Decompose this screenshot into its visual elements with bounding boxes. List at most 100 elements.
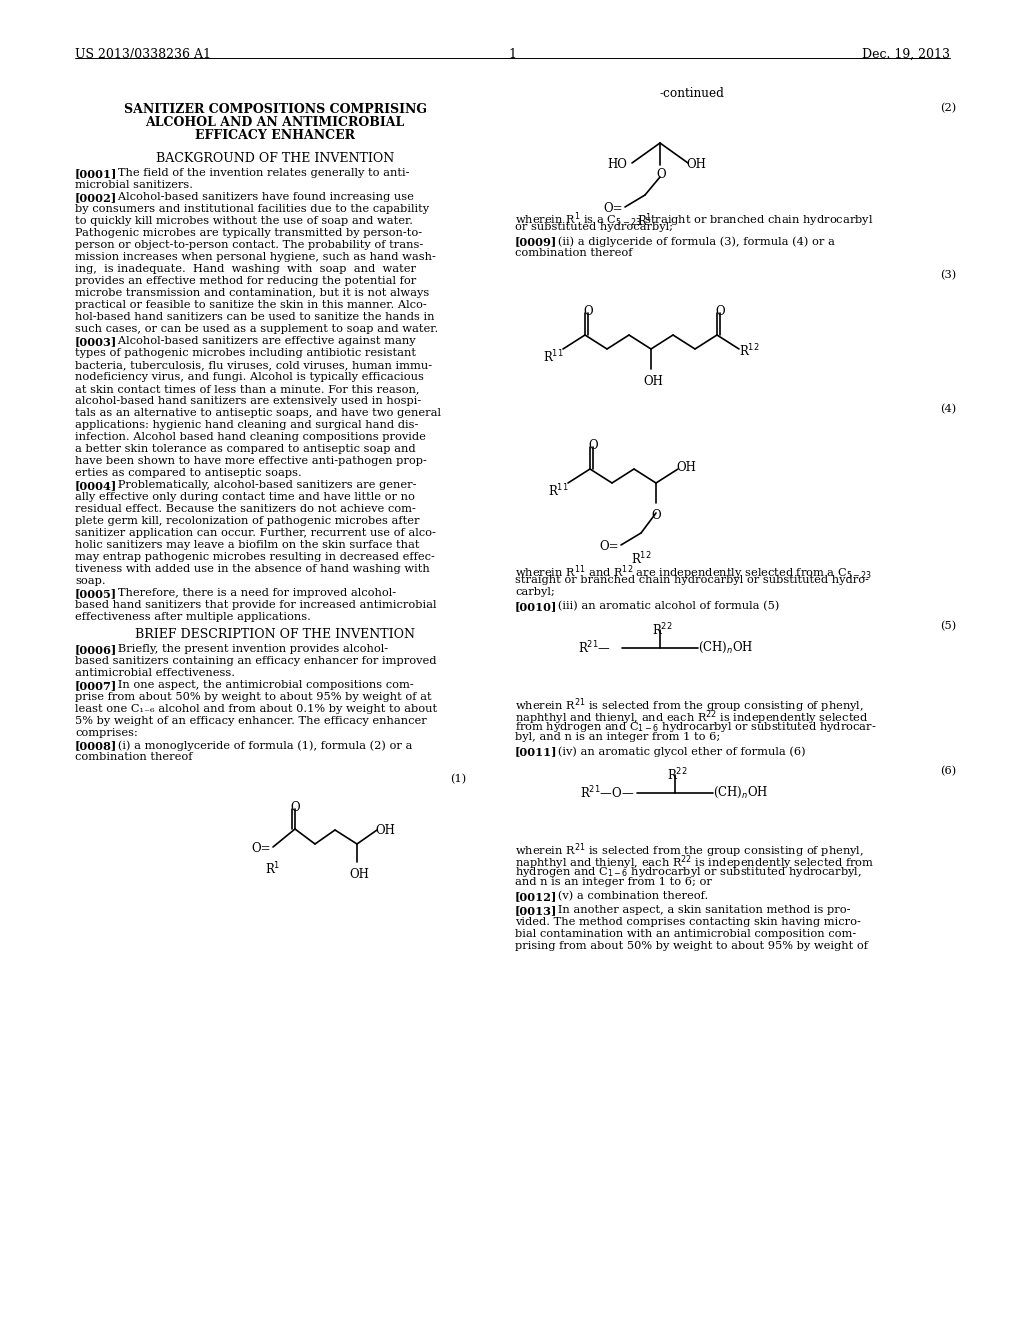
Text: Pathogenic microbes are typically transmitted by person-to-: Pathogenic microbes are typically transm… — [75, 228, 422, 238]
Text: [0001]: [0001] — [75, 168, 118, 180]
Text: or substituted hydrocarbyl;: or substituted hydrocarbyl; — [515, 222, 673, 232]
Text: (ii) a diglyceride of formula (3), formula (4) or a: (ii) a diglyceride of formula (3), formu… — [547, 236, 835, 247]
Text: sanitizer application can occur. Further, recurrent use of alco-: sanitizer application can occur. Further… — [75, 528, 436, 539]
Text: Alcohol-based sanitizers are effective against many: Alcohol-based sanitizers are effective a… — [106, 337, 416, 346]
Text: wherein R$^{1}$ is a C$_{5-23}$ straight or branched chain hydrocarbyl: wherein R$^{1}$ is a C$_{5-23}$ straight… — [515, 210, 873, 228]
Text: tiveness with added use in the absence of hand washing with: tiveness with added use in the absence o… — [75, 564, 430, 574]
Text: combination thereof: combination thereof — [75, 752, 193, 762]
Text: (5): (5) — [940, 620, 956, 631]
Text: byl, and n is an integer from 1 to 6;: byl, and n is an integer from 1 to 6; — [515, 733, 720, 742]
Text: types of pathogenic microbes including antibiotic resistant: types of pathogenic microbes including a… — [75, 348, 416, 358]
Text: OH: OH — [686, 158, 706, 172]
Text: naphthyl and thienyl, each R$^{22}$ is independently selected from: naphthyl and thienyl, each R$^{22}$ is i… — [515, 853, 874, 871]
Text: R$^{21}$—O—: R$^{21}$—O— — [580, 785, 634, 801]
Text: [0005]: [0005] — [75, 587, 117, 599]
Text: prise from about 50% by weight to about 95% by weight of at: prise from about 50% by weight to about … — [75, 692, 432, 702]
Text: O: O — [715, 305, 725, 318]
Text: straight or branched chain hydrocarbyl or substituted hydro-: straight or branched chain hydrocarbyl o… — [515, 576, 869, 585]
Text: O: O — [583, 305, 593, 318]
Text: [0004]: [0004] — [75, 480, 118, 491]
Text: O=: O= — [603, 202, 623, 215]
Text: hydrogen and C$_{1-6}$ hydrocarbyl or substituted hydrocarbyl,: hydrogen and C$_{1-6}$ hydrocarbyl or su… — [515, 865, 862, 879]
Text: at skin contact times of less than a minute. For this reason,: at skin contact times of less than a min… — [75, 384, 420, 393]
Text: effectiveness after multiple applications.: effectiveness after multiple application… — [75, 612, 311, 622]
Text: vided. The method comprises contacting skin having micro-: vided. The method comprises contacting s… — [515, 917, 861, 927]
Text: Dec. 19, 2013: Dec. 19, 2013 — [862, 48, 950, 61]
Text: [0009]: [0009] — [515, 236, 557, 247]
Text: OH: OH — [349, 869, 369, 880]
Text: nodeficiency virus, and fungi. Alcohol is typically efficacious: nodeficiency virus, and fungi. Alcohol i… — [75, 372, 424, 381]
Text: (2): (2) — [940, 103, 956, 114]
Text: such cases, or can be used as a supplement to soap and water.: such cases, or can be used as a suppleme… — [75, 323, 438, 334]
Text: (iii) an aromatic alcohol of formula (5): (iii) an aromatic alcohol of formula (5) — [547, 601, 779, 611]
Text: microbial sanitizers.: microbial sanitizers. — [75, 180, 193, 190]
Text: The field of the invention relates generally to anti-: The field of the invention relates gener… — [106, 168, 410, 178]
Text: R$^{22}$: R$^{22}$ — [652, 622, 673, 639]
Text: Problematically, alcohol-based sanitizers are gener-: Problematically, alcohol-based sanitizer… — [106, 480, 417, 490]
Text: EFFICACY ENHANCER: EFFICACY ENHANCER — [195, 129, 355, 143]
Text: R$^{21}$—: R$^{21}$— — [578, 640, 611, 656]
Text: ing,  is inadequate.  Hand  washing  with  soap  and  water: ing, is inadequate. Hand washing with so… — [75, 264, 416, 275]
Text: -continued: -continued — [660, 87, 725, 100]
Text: soap.: soap. — [75, 576, 105, 586]
Text: to quickly kill microbes without the use of soap and water.: to quickly kill microbes without the use… — [75, 216, 413, 226]
Text: comprises:: comprises: — [75, 729, 138, 738]
Text: (6): (6) — [940, 766, 956, 776]
Text: person or object-to-person contact. The probability of trans-: person or object-to-person contact. The … — [75, 240, 423, 249]
Text: 1: 1 — [508, 48, 516, 61]
Text: [0011]: [0011] — [515, 746, 557, 756]
Text: [0012]: [0012] — [515, 891, 557, 902]
Text: microbe transmission and contamination, but it is not always: microbe transmission and contamination, … — [75, 288, 429, 298]
Text: infection. Alcohol based hand cleaning compositions provide: infection. Alcohol based hand cleaning c… — [75, 432, 426, 442]
Text: carbyl;: carbyl; — [515, 587, 555, 597]
Text: wherein R$^{21}$ is selected from the group consisting of phenyl,: wherein R$^{21}$ is selected from the gr… — [515, 696, 864, 714]
Text: R$^{1}$: R$^{1}$ — [265, 861, 281, 878]
Text: (iv) an aromatic glycol ether of formula (6): (iv) an aromatic glycol ether of formula… — [547, 746, 806, 756]
Text: O=: O= — [251, 842, 270, 855]
Text: applications: hygienic hand cleaning and surgical hand dis-: applications: hygienic hand cleaning and… — [75, 420, 419, 430]
Text: [0006]: [0006] — [75, 644, 118, 655]
Text: have been shown to have more effective anti-pathogen prop-: have been shown to have more effective a… — [75, 455, 427, 466]
Text: [0010]: [0010] — [515, 601, 557, 612]
Text: naphthyl and thienyl, and each R$^{22}$ is independently selected: naphthyl and thienyl, and each R$^{22}$ … — [515, 708, 868, 726]
Text: combination thereof: combination thereof — [515, 248, 633, 257]
Text: 5% by weight of an efficacy enhancer. The efficacy enhancer: 5% by weight of an efficacy enhancer. Th… — [75, 715, 427, 726]
Text: based hand sanitizers that provide for increased antimicrobial: based hand sanitizers that provide for i… — [75, 601, 436, 610]
Text: SANITIZER COMPOSITIONS COMPRISING: SANITIZER COMPOSITIONS COMPRISING — [124, 103, 427, 116]
Text: OH: OH — [676, 461, 696, 474]
Text: based sanitizers containing an efficacy enhancer for improved: based sanitizers containing an efficacy … — [75, 656, 436, 667]
Text: tals as an alternative to antiseptic soaps, and have two general: tals as an alternative to antiseptic soa… — [75, 408, 441, 418]
Text: R$^{12}$: R$^{12}$ — [631, 550, 651, 568]
Text: Therefore, there is a need for improved alcohol-: Therefore, there is a need for improved … — [106, 587, 396, 598]
Text: plete germ kill, recolonization of pathogenic microbes after: plete germ kill, recolonization of patho… — [75, 516, 420, 525]
Text: R$^{22}$: R$^{22}$ — [667, 767, 688, 784]
Text: BACKGROUND OF THE INVENTION: BACKGROUND OF THE INVENTION — [156, 152, 394, 165]
Text: (i) a monoglyceride of formula (1), formula (2) or a: (i) a monoglyceride of formula (1), form… — [106, 741, 413, 751]
Text: O: O — [656, 168, 666, 181]
Text: O=: O= — [599, 540, 618, 553]
Text: wherein R$^{21}$ is selected from the group consisting of phenyl,: wherein R$^{21}$ is selected from the gr… — [515, 841, 864, 859]
Text: In another aspect, a skin sanitation method is pro-: In another aspect, a skin sanitation met… — [547, 906, 851, 915]
Text: (CH)$_n$OH: (CH)$_n$OH — [713, 785, 768, 800]
Text: [0008]: [0008] — [75, 741, 118, 751]
Text: Briefly, the present invention provides alcohol-: Briefly, the present invention provides … — [106, 644, 388, 653]
Text: [0007]: [0007] — [75, 680, 118, 690]
Text: (3): (3) — [940, 271, 956, 280]
Text: OH: OH — [643, 375, 663, 388]
Text: ALCOHOL AND AN ANTIMICROBIAL: ALCOHOL AND AN ANTIMICROBIAL — [145, 116, 404, 129]
Text: [0013]: [0013] — [515, 906, 557, 916]
Text: bacteria, tuberculosis, flu viruses, cold viruses, human immu-: bacteria, tuberculosis, flu viruses, col… — [75, 360, 432, 370]
Text: least one C₁₋₆ alcohol and from about 0.1% by weight to about: least one C₁₋₆ alcohol and from about 0.… — [75, 704, 437, 714]
Text: R$^{11}$: R$^{11}$ — [548, 483, 568, 499]
Text: erties as compared to antiseptic soaps.: erties as compared to antiseptic soaps. — [75, 469, 302, 478]
Text: HO: HO — [607, 158, 627, 172]
Text: OH: OH — [375, 824, 395, 837]
Text: practical or feasible to sanitize the skin in this manner. Alco-: practical or feasible to sanitize the sk… — [75, 300, 427, 310]
Text: US 2013/0338236 A1: US 2013/0338236 A1 — [75, 48, 211, 61]
Text: In one aspect, the antimicrobial compositions com-: In one aspect, the antimicrobial composi… — [106, 680, 414, 690]
Text: antimicrobial effectiveness.: antimicrobial effectiveness. — [75, 668, 234, 678]
Text: wherein R$^{11}$ and R$^{12}$ are independently selected from a C$_{5-23}$: wherein R$^{11}$ and R$^{12}$ are indepe… — [515, 564, 872, 582]
Text: (v) a combination thereof.: (v) a combination thereof. — [547, 891, 709, 902]
Text: a better skin tolerance as compared to antiseptic soap and: a better skin tolerance as compared to a… — [75, 444, 416, 454]
Text: Alcohol-based sanitizers have found increasing use: Alcohol-based sanitizers have found incr… — [106, 191, 414, 202]
